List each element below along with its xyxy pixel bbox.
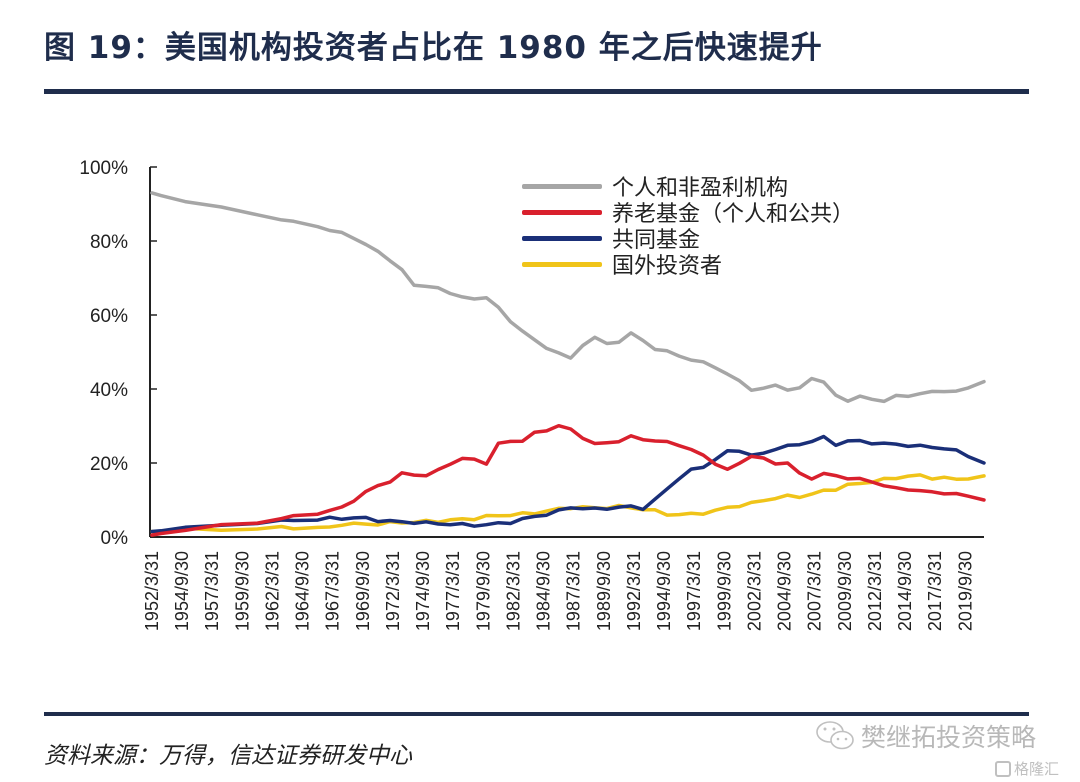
- legend-swatch-pension-funds: [522, 209, 602, 215]
- x-tick-label: 1974/9/30: [413, 551, 433, 631]
- x-tick-label: 1967/3/31: [323, 551, 343, 631]
- y-axis-ticks: 0% 20% 40% 60% 80% 100%: [79, 158, 157, 549]
- watermark-text: 樊继拓投资策略: [861, 723, 1037, 752]
- figure-title: 图 19：美国机构投资者占比在 1980 年之后快速提升: [44, 30, 823, 66]
- legend-label: 国外投资者: [612, 254, 723, 279]
- source-note: 资料来源：万得，信达证券研发中心: [44, 743, 412, 769]
- y-tick-label: 60%: [90, 306, 128, 327]
- legend-label: 个人和非盈利机构: [612, 176, 789, 201]
- watermark: 樊继拓投资策略: [815, 718, 1036, 754]
- line-chart: 0%20%40%60%80%100% 1952/3/31 1954/9/30 195…: [79, 158, 986, 631]
- x-tick-label: 1972/3/31: [383, 551, 403, 631]
- series-line-3: [150, 473, 986, 534]
- series-line-0: [150, 191, 986, 404]
- title-divider: [44, 89, 1029, 94]
- legend-item-mutual-funds: 共同基金: [522, 225, 854, 253]
- chart-legend: 个人和非盈利机构 养老基金（个人和公共） 共同基金 国外投资者: [522, 173, 855, 279]
- x-tick-label: 1962/3/31: [262, 551, 282, 631]
- x-tick-label: 1957/3/31: [202, 551, 222, 631]
- x-tick-label: 1992/3/31: [624, 551, 644, 631]
- chart-axes: [149, 167, 984, 538]
- x-tick-label: 1999/9/30: [714, 551, 734, 631]
- x-tick-label: 2012/3/31: [865, 551, 885, 631]
- x-tick-label: 2014/9/30: [895, 551, 915, 631]
- y-tick-label: 20%: [90, 454, 128, 475]
- x-tick-label: 1959/9/30: [232, 551, 252, 631]
- x-tick-label: 1987/3/31: [564, 551, 584, 631]
- x-tick-label: 2002/3/31: [744, 551, 764, 631]
- legend-item-individuals: 个人和非盈利机构: [522, 173, 854, 201]
- footer-divider: [44, 712, 1029, 716]
- x-tick-label: 1984/9/30: [534, 551, 554, 631]
- brand-text: 格隆汇: [1014, 760, 1060, 778]
- x-tick-label: 2007/3/31: [805, 551, 825, 631]
- x-tick-label: 2009/9/30: [835, 551, 855, 631]
- brand-logo-icon: [995, 760, 1011, 777]
- y-tick-label: 80%: [90, 232, 128, 253]
- x-tick-label: 1964/9/30: [293, 551, 313, 631]
- chart-series: [150, 191, 986, 537]
- x-tick-label: 1969/9/30: [353, 551, 373, 631]
- legend-label: 养老基金（个人和公共）: [612, 202, 855, 227]
- brand-mark: 格隆汇: [995, 758, 1059, 779]
- legend-swatch-individuals: [522, 183, 602, 189]
- y-tick-label: 0%: [101, 528, 129, 549]
- x-tick-label: 2004/9/30: [775, 551, 795, 631]
- legend-label: 共同基金: [612, 228, 701, 253]
- y-tick-label: 100%: [79, 158, 128, 179]
- series-line-2: [150, 434, 986, 534]
- legend-item-foreign-investors: 国外投资者: [522, 251, 854, 279]
- x-axis-ticks: 1952/3/31 1954/9/30 1957/3/31 1959/9/30 1962…: [142, 551, 975, 631]
- legend-item-pension-funds: 养老基金（个人和公共）: [522, 199, 855, 227]
- x-tick-label: 2019/9/30: [955, 551, 975, 631]
- x-tick-label: 1977/3/31: [443, 551, 463, 631]
- x-tick-label: 2017/3/31: [925, 551, 945, 631]
- x-tick-label: 1979/9/30: [473, 551, 493, 631]
- x-tick-label: 1997/3/31: [684, 551, 704, 631]
- x-tick-label: 1982/3/31: [503, 551, 523, 631]
- x-tick-label: 1989/9/30: [594, 551, 614, 631]
- y-tick-label: 40%: [90, 380, 128, 401]
- legend-swatch-mutual-funds: [522, 235, 602, 241]
- legend-swatch-foreign-investors: [522, 261, 602, 267]
- wechat-icon: [816, 721, 854, 750]
- x-tick-label: 1952/3/31: [142, 551, 162, 631]
- x-tick-label: 1994/9/30: [654, 551, 674, 631]
- series-line-1: [150, 423, 986, 537]
- x-tick-label: 1954/9/30: [172, 551, 192, 631]
